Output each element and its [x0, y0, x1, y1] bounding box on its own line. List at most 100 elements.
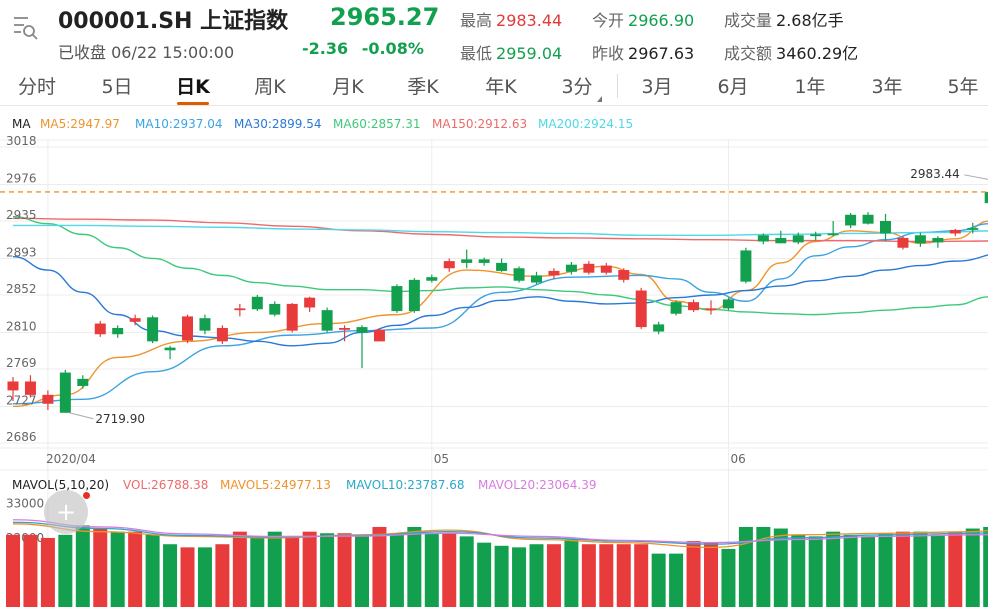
candle — [234, 303, 246, 317]
tab-yearly-k[interactable]: 年K — [485, 76, 517, 98]
candle-body — [251, 296, 263, 310]
candle — [147, 315, 159, 344]
volume-bar — [407, 526, 422, 607]
menu-search-icon[interactable] — [12, 14, 38, 44]
annotation-leader — [69, 412, 94, 420]
tab-3min[interactable]: 3分 — [561, 76, 593, 98]
volume-bar — [372, 526, 387, 607]
candle — [548, 268, 560, 279]
candle-body — [234, 308, 246, 311]
tab-6month[interactable]: 6月 — [717, 76, 749, 98]
volume-bar — [250, 537, 265, 607]
tab-daily-k[interactable]: 日K — [170, 72, 216, 106]
volume-bar — [145, 534, 160, 607]
candle — [94, 320, 106, 337]
tab-3month[interactable]: 3月 — [641, 76, 673, 98]
volume-bar — [965, 528, 980, 607]
tab-weekly-k[interactable]: 周K — [254, 76, 286, 98]
candle — [199, 314, 211, 335]
add-indicator-button[interactable]: + — [44, 490, 88, 534]
candle-body — [914, 235, 926, 244]
candle — [792, 232, 804, 245]
candle-body — [600, 265, 612, 273]
tab-divider — [617, 74, 618, 98]
change-value: -2.36 — [302, 39, 349, 58]
candle — [461, 249, 473, 269]
volume-bar — [512, 547, 527, 607]
volume-bar — [494, 545, 509, 607]
volume-bar — [529, 544, 544, 607]
candle-body — [182, 316, 193, 341]
candle — [688, 299, 700, 312]
candle-body — [792, 235, 804, 243]
candle — [583, 261, 595, 275]
volume-bar — [616, 544, 631, 607]
volume-bar — [599, 544, 614, 607]
candle-body — [653, 324, 665, 332]
tab-1year[interactable]: 1年 — [794, 76, 826, 98]
candle — [286, 303, 298, 333]
candle-body — [775, 237, 787, 244]
candle — [775, 230, 787, 244]
tab-5year[interactable]: 5年 — [947, 76, 979, 98]
candle-body — [862, 214, 874, 224]
volume-bar — [232, 531, 247, 607]
volume-tick-label: 33000 — [6, 496, 44, 510]
y-tick-label: 2852 — [6, 282, 37, 296]
volume-bar — [704, 542, 718, 607]
volume-bar — [686, 541, 701, 607]
y-tick-label: 2810 — [6, 319, 37, 333]
tab-quarterly-k[interactable]: 季K — [407, 76, 439, 98]
candle-body — [304, 297, 316, 308]
candle — [757, 233, 769, 245]
candle — [932, 236, 944, 248]
volume-bar — [424, 533, 439, 607]
tab-intraday[interactable]: 分时 — [17, 76, 56, 98]
candle — [967, 222, 979, 234]
volume-bar — [75, 525, 90, 607]
volume-bar — [389, 533, 404, 607]
candle-body — [670, 302, 682, 314]
candle — [565, 262, 577, 275]
volume-bar — [651, 553, 666, 607]
candle-body — [810, 234, 822, 237]
candle — [722, 297, 734, 311]
candle-body — [513, 268, 525, 281]
y-tick-label: 2935 — [6, 208, 37, 222]
candle — [880, 213, 891, 242]
quote-header: 000001.SH 上证指数 已收盘 06/22 15:00:00 2965.2… — [0, 0, 988, 66]
volume-bar — [6, 534, 20, 607]
volume-bar — [285, 537, 300, 607]
volume-bar — [215, 544, 230, 607]
volume-bar — [337, 533, 352, 607]
tab-monthly-k[interactable]: 月K — [332, 76, 364, 98]
low-annotation-label: 2719.90 — [95, 412, 145, 426]
candle — [7, 377, 19, 402]
ma-line-ma10 — [12, 223, 988, 405]
candle-body — [897, 237, 909, 248]
stat-turnover: 成交额 3460.29亿 — [724, 44, 859, 63]
candle-body — [356, 327, 368, 333]
ma-legend-item: MA150:2912.63 — [432, 117, 528, 131]
dropdown-corner-icon[interactable] — [597, 96, 602, 102]
candle-body — [967, 228, 979, 230]
candle — [478, 257, 490, 266]
candle-body — [984, 191, 988, 204]
ma-legend-item: MA60:2857.31 — [333, 117, 421, 131]
candle — [304, 296, 316, 312]
tab-5day[interactable]: 5日 — [101, 76, 133, 98]
volume-bar — [721, 548, 736, 607]
volume-bar — [546, 544, 561, 607]
market-status: 已收盘 06/22 15:00:00 — [58, 43, 235, 62]
candle — [635, 287, 647, 329]
candle-body — [216, 327, 228, 342]
candle-body — [722, 299, 734, 309]
tab-3year[interactable]: 3年 — [871, 76, 903, 98]
candle — [321, 307, 333, 333]
candle-body — [42, 394, 54, 404]
candle — [216, 325, 228, 345]
x-tick-label: 06 — [730, 452, 745, 466]
x-tick-label: 2020/04 — [46, 452, 96, 466]
active-tab-underline — [177, 102, 209, 105]
